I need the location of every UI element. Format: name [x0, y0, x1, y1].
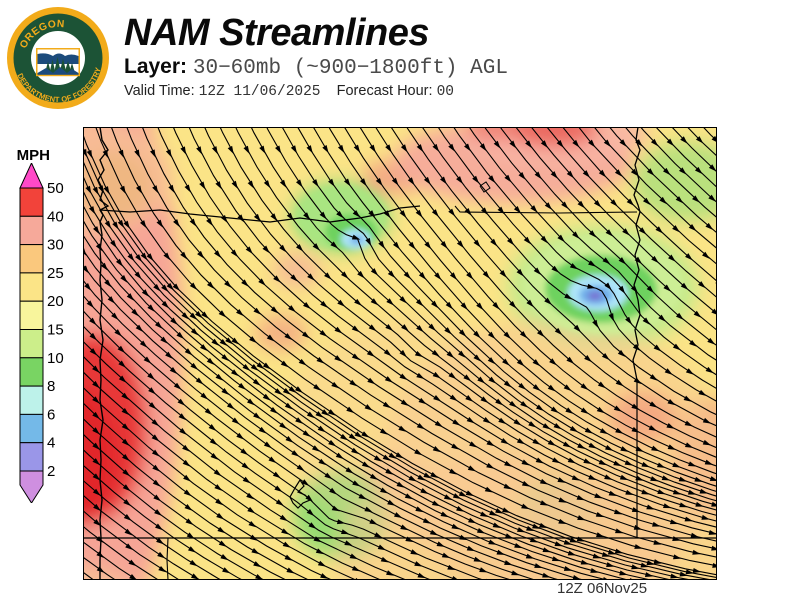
- svg-text:25: 25: [47, 265, 64, 282]
- svg-text:30: 30: [47, 237, 64, 254]
- svg-text:20: 20: [47, 293, 64, 310]
- svg-text:15: 15: [47, 322, 64, 339]
- svg-text:6: 6: [47, 406, 55, 423]
- svg-text:8: 8: [47, 378, 55, 395]
- svg-text:4: 4: [47, 435, 55, 452]
- svg-text:10: 10: [47, 350, 64, 367]
- svg-text:2: 2: [47, 463, 55, 480]
- svg-text:50: 50: [47, 180, 64, 197]
- svg-text:40: 40: [47, 208, 64, 225]
